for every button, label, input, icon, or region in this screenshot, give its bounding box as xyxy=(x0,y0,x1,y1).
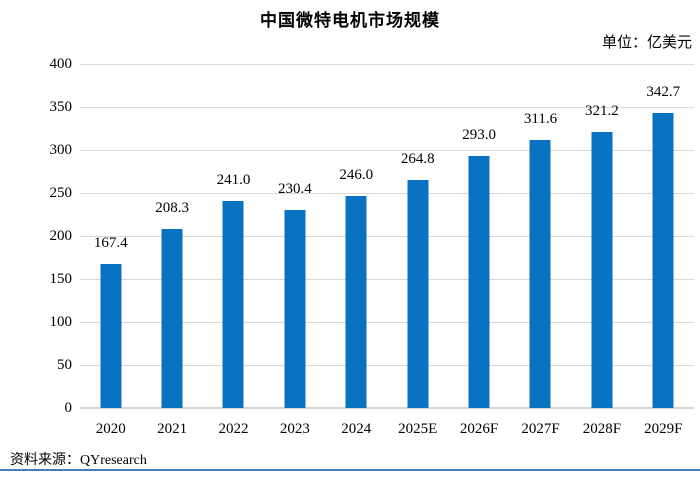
gridline xyxy=(80,322,694,323)
gridline xyxy=(80,279,694,280)
bar-value-label: 241.0 xyxy=(216,171,251,188)
bottom-divider xyxy=(0,469,700,471)
bar-value-label: 230.4 xyxy=(278,180,312,197)
chart-title: 中国微特电机市场规模 xyxy=(260,11,440,30)
bar-value-label: 321.2 xyxy=(585,102,619,119)
bar-slot: 342.7 2029F xyxy=(633,64,694,437)
gridline xyxy=(80,365,694,366)
y-axis-label: 300 xyxy=(49,142,73,158)
bar xyxy=(652,113,674,408)
gridline xyxy=(80,236,694,237)
y-axis-label: 350 xyxy=(49,99,73,115)
bar-value-label: 208.3 xyxy=(155,199,189,216)
bar xyxy=(529,140,551,408)
x-axis-label: 2029F xyxy=(644,421,683,437)
gridline xyxy=(80,193,694,194)
y-axis-label: 150 xyxy=(49,271,73,287)
bar-slot: 293.0 2026F xyxy=(448,64,509,437)
y-axis-label: 50 xyxy=(57,357,72,373)
x-axis-line xyxy=(80,407,694,409)
x-axis-label: 2027F xyxy=(521,421,560,437)
bar xyxy=(468,156,490,408)
gridline xyxy=(80,107,694,108)
unit-label: 单位：亿美元 xyxy=(601,35,692,51)
bar-value-label: 311.6 xyxy=(523,111,558,128)
bar xyxy=(100,264,122,408)
gridline xyxy=(80,64,694,65)
bar-slot: 321.2 2028F xyxy=(571,64,632,437)
x-axis-label: 2024 xyxy=(341,421,372,437)
bar xyxy=(161,228,183,408)
bar-value-label: 342.7 xyxy=(646,84,681,101)
x-axis-label: 2021 xyxy=(157,421,188,437)
x-axis-label: 2020 xyxy=(95,421,126,437)
x-axis-label: 2023 xyxy=(279,421,310,437)
bar xyxy=(222,200,244,408)
bar-value-label: 293.0 xyxy=(462,127,496,144)
bar-slot: 208.3 2021 xyxy=(141,64,202,437)
bar-slot: 246.0 2024 xyxy=(326,64,387,437)
bar-value-label: 167.4 xyxy=(93,235,128,252)
gridline xyxy=(80,150,694,151)
x-axis-label: 2028F xyxy=(582,421,622,437)
x-axis-label: 2022 xyxy=(218,421,249,437)
y-axis-label: 100 xyxy=(49,314,73,330)
bar-slot: 167.4 2020 xyxy=(80,64,141,437)
bar xyxy=(407,180,429,408)
bar xyxy=(345,196,367,408)
bar-slot: 264.8 2025E xyxy=(387,64,448,437)
bar xyxy=(591,131,613,408)
bar-slot: 241.0 2022 xyxy=(203,64,264,437)
y-axis-label: 250 xyxy=(49,185,73,201)
y-axis-label: 400 xyxy=(49,56,73,72)
bar xyxy=(284,209,306,408)
bar-slot: 311.6 2027F xyxy=(510,64,571,437)
y-axis-label: 200 xyxy=(49,228,73,244)
bar-slot: 230.4 2023 xyxy=(264,64,325,437)
x-axis-label: 2025E xyxy=(398,421,438,437)
x-axis-label: 2026F xyxy=(459,421,499,437)
bar-value-label: 246.0 xyxy=(339,167,374,184)
bar-value-label: 264.8 xyxy=(400,151,435,168)
y-axis-label: 0 xyxy=(64,400,73,416)
source-note: 资料来源：QYresearch xyxy=(10,453,147,468)
plot-area: 167.4 2020 208.3 2021 241.0 2022 230.4 2023 246.… xyxy=(80,64,694,437)
